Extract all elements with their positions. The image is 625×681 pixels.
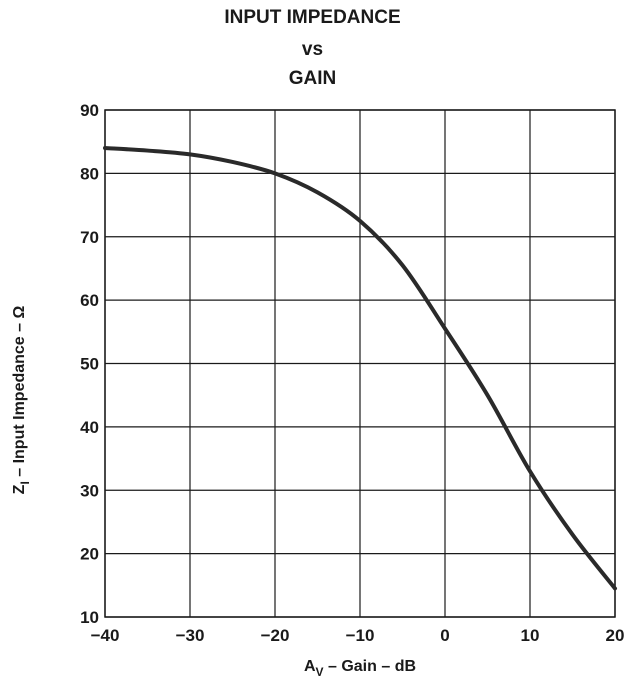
series-line <box>103 146 617 591</box>
y-tick-labels: 10 20 30 40 50 60 70 80 90 <box>80 101 99 627</box>
series-group <box>103 146 617 591</box>
x-tick-label: 20 <box>606 626 625 645</box>
x-axis-label: AV – Gain – dB <box>304 658 416 679</box>
y-tick-label: 50 <box>80 355 99 374</box>
x-tick-label: −20 <box>261 626 290 645</box>
chart-title-line-2: vs <box>301 39 324 60</box>
plot-frame <box>104 109 616 618</box>
x-tick-label: −40 <box>91 626 120 645</box>
x-tick-labels: −40 −30 −20 −10 0 10 20 <box>91 626 625 645</box>
y-tick-label: 20 <box>80 545 99 564</box>
y-axis-label: ZI – Input Impedance – Ω <box>11 306 32 495</box>
y-tick-label: 70 <box>80 228 99 247</box>
y-tick-label: 80 <box>80 164 99 183</box>
y-tick-label: 90 <box>80 101 99 120</box>
x-tick-label: 10 <box>521 626 540 645</box>
grid-lines <box>104 109 616 618</box>
chart-title-line-3: GAIN <box>288 68 337 89</box>
y-tick-label: 60 <box>80 291 99 310</box>
x-tick-label: −10 <box>346 626 375 645</box>
x-tick-label: 0 <box>440 626 449 645</box>
y-tick-label: 40 <box>80 418 99 437</box>
y-tick-label: 10 <box>80 608 99 627</box>
x-tick-label: −30 <box>176 626 205 645</box>
y-tick-label: 30 <box>80 481 99 500</box>
chart-title-line-1: INPUT IMPEDANCE <box>224 7 401 28</box>
